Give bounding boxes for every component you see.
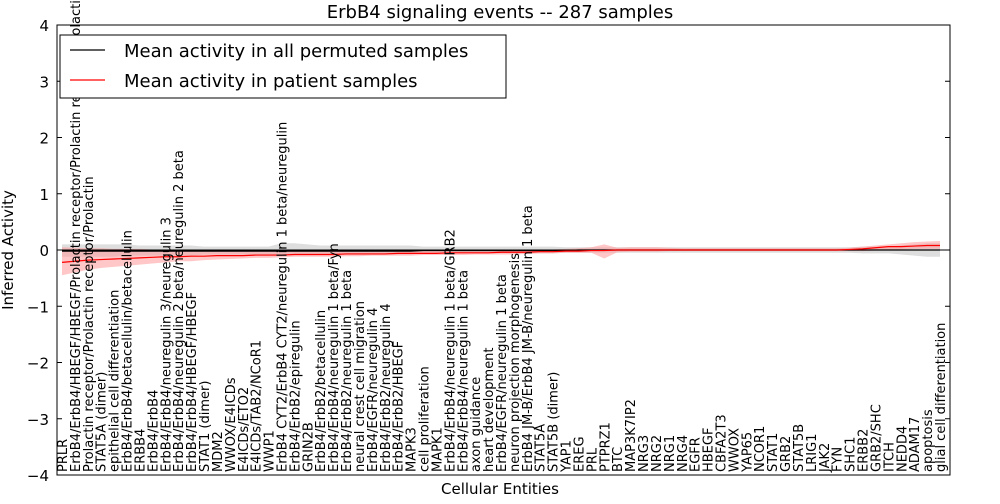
x-tick-label: Prolactin receptor/Prolactin receptor/Pr… [82, 176, 97, 472]
x-tick-label: ErbB4/ErbB4 [146, 390, 161, 472]
y-tick-label: −2 [27, 355, 49, 373]
x-tick-label: GRIN2B [301, 422, 316, 472]
x-tick-label: WWOX/E4ICDs [224, 377, 239, 472]
x-tick-label: apoptosis [921, 409, 936, 472]
series-lines [57, 244, 950, 263]
legend-label-permuted: Mean activity in all permuted samples [124, 41, 468, 62]
x-tick-label: MAPK1 [430, 427, 445, 472]
x-tick-label: NRG4 [676, 435, 691, 472]
x-tick-label: STAT1 (dimer) [198, 381, 213, 472]
x-tick-label: STAT5B (dimer) [547, 372, 562, 472]
x-tick-label: glial cell differentiation [934, 323, 949, 472]
x-tick-label: YAP1 [560, 440, 575, 473]
legend: Mean activity in all permuted samples Me… [59, 34, 507, 99]
y-tick-label: 2 [39, 130, 49, 148]
x-tick-label: ERBB4 [133, 429, 148, 472]
x-tick-label: ErbB4 CYT2/ErbB4 CYT2/neuregulin 1 beta/… [276, 122, 291, 472]
x-tick-label: ErbB4/ErbB2/betacellulin [314, 310, 329, 472]
x-tick-label: GRB2 [779, 436, 794, 472]
x-tick-label: NRG1 [663, 435, 678, 472]
x-tick-label: ErbB4/EGFR/neuregulin 4 [366, 308, 381, 472]
x-tick-label: E4ICDs/TAB2/NCoR1 [250, 340, 265, 472]
x-tick-label: EGFR [689, 437, 704, 472]
x-tick-label: LRIG1 [805, 434, 820, 472]
y-tick-label: −4 [27, 467, 49, 485]
x-tick-label: PTPRZ1 [598, 422, 613, 472]
x-tick-label: HBEGF [702, 428, 717, 472]
x-tick-label: ITCH [882, 442, 897, 472]
legend-label-patient: Mean activity in patient samples [124, 71, 418, 92]
x-tick-label: CBFA2T3 [715, 414, 730, 472]
y-axis-ticks: 4 3 2 1 0 −1 −2 −3 −4 [27, 17, 950, 485]
y-axis-label: Inferred Activity [0, 190, 17, 310]
x-tick-label: SHC1 [844, 437, 859, 472]
x-tick-label: neuron projection morphogenesis [508, 253, 523, 472]
x-tick-label: MDM2 [211, 431, 226, 472]
x-tick-label: STAT5A (dimer) [95, 372, 110, 472]
x-axis-label: Cellular Entities [441, 480, 559, 498]
x-tick-label: ErbB4/ErbB4/betacellulin/betacellulin [121, 230, 136, 472]
x-tick-label: ErbB4/ErbB2/HBEGF [392, 341, 407, 472]
x-tick-label: ErbB4 JM-B/ErbB4 JM-B/neuregulin 1 beta [521, 205, 536, 472]
x-tick-label: ErbB4/ErbB4/HBEGF/HBEGF [185, 292, 200, 472]
x-tick-label: ErbB4/ErbB2/epiregulin [288, 320, 303, 472]
x-tick-label: NRG2 [650, 435, 665, 472]
y-tick-label: −1 [27, 298, 49, 316]
x-tick-label: STAT5A [534, 424, 549, 472]
x-tick-label: EREG [572, 436, 587, 472]
x-tick-label: ADAM17 [908, 417, 923, 472]
x-tick-label: ErbB4/ErbB2/neuregulin 4 [379, 303, 394, 472]
y-tick-label: 1 [39, 186, 49, 204]
x-tick-label: ErbB4/ErbB4/neuregulin 1 beta/Fyn [327, 243, 342, 472]
x-tick-label: PRLR [56, 439, 71, 472]
x-tick-label: ErbB4/ErbB4/neuregulin 2 beta/neuregulin… [172, 150, 187, 472]
x-tick-label: ERBB2 [857, 429, 872, 472]
x-tick-label: NRG3 [637, 435, 652, 472]
y-tick-label: 4 [39, 17, 49, 35]
x-tick-label: axon guidance [469, 377, 484, 472]
x-tick-label: ErbB4/EGFR/neuregulin 1 beta [495, 274, 510, 472]
x-tick-label: ErbB4/ErbB4/HBEGF/HBEGF/Prolactin recept… [69, 0, 84, 472]
x-tick-label: STAT5B [792, 424, 807, 472]
x-tick-label: heart development [482, 347, 497, 472]
x-tick-label: MAPK3 [405, 427, 420, 472]
x-tick-label: cell proliferation [418, 366, 433, 472]
y-tick-label: −3 [27, 411, 49, 429]
x-tick-label: BTC [611, 447, 626, 472]
chart-title: ErbB4 signaling events -- 287 samples [327, 2, 674, 23]
x-tick-label: JAK2 [818, 443, 833, 473]
x-tick-label: WWP1 [263, 430, 278, 472]
y-tick-label: 0 [39, 242, 49, 260]
x-tick-label: neural crest cell migration [353, 301, 368, 472]
x-tick-label: GRB2/SHC [869, 404, 884, 472]
x-tick-label: MAP3K7IP2 [624, 399, 639, 472]
x-tick-label: ErbB4/ErbB4/neuregulin 3/neuregulin 3 [159, 217, 174, 472]
x-tick-label: epithelial cell differentiation [108, 290, 123, 472]
x-tick-label: YAP65 [740, 432, 755, 473]
x-tick-label: NEDD4 [895, 426, 910, 472]
x-tick-label: NCOR1 [753, 426, 768, 472]
x-tick-label: ErbB4/ErbB2/neuregulin 1 beta [340, 270, 355, 472]
legend-box [59, 34, 507, 99]
x-tick-label: PRL [585, 447, 600, 472]
y-tick-label: 3 [39, 73, 49, 91]
series-line-mean-activity-in-patient-samples [61, 244, 940, 263]
x-tick-label: FYN [831, 447, 846, 472]
plot-frame [56, 24, 951, 476]
x-tick-label: E4ICDs/ETO2 [237, 387, 252, 472]
x-tick-label: WWOX [727, 428, 742, 472]
x-tick-label: STAT1 [766, 433, 781, 472]
x-tick-label: ErbB4/ErbB4/neuregulin 1 beta/GRB2 [443, 229, 458, 472]
x-tick-label: ErbB4/ErbB4/neuregulin 1 beta [456, 270, 471, 472]
